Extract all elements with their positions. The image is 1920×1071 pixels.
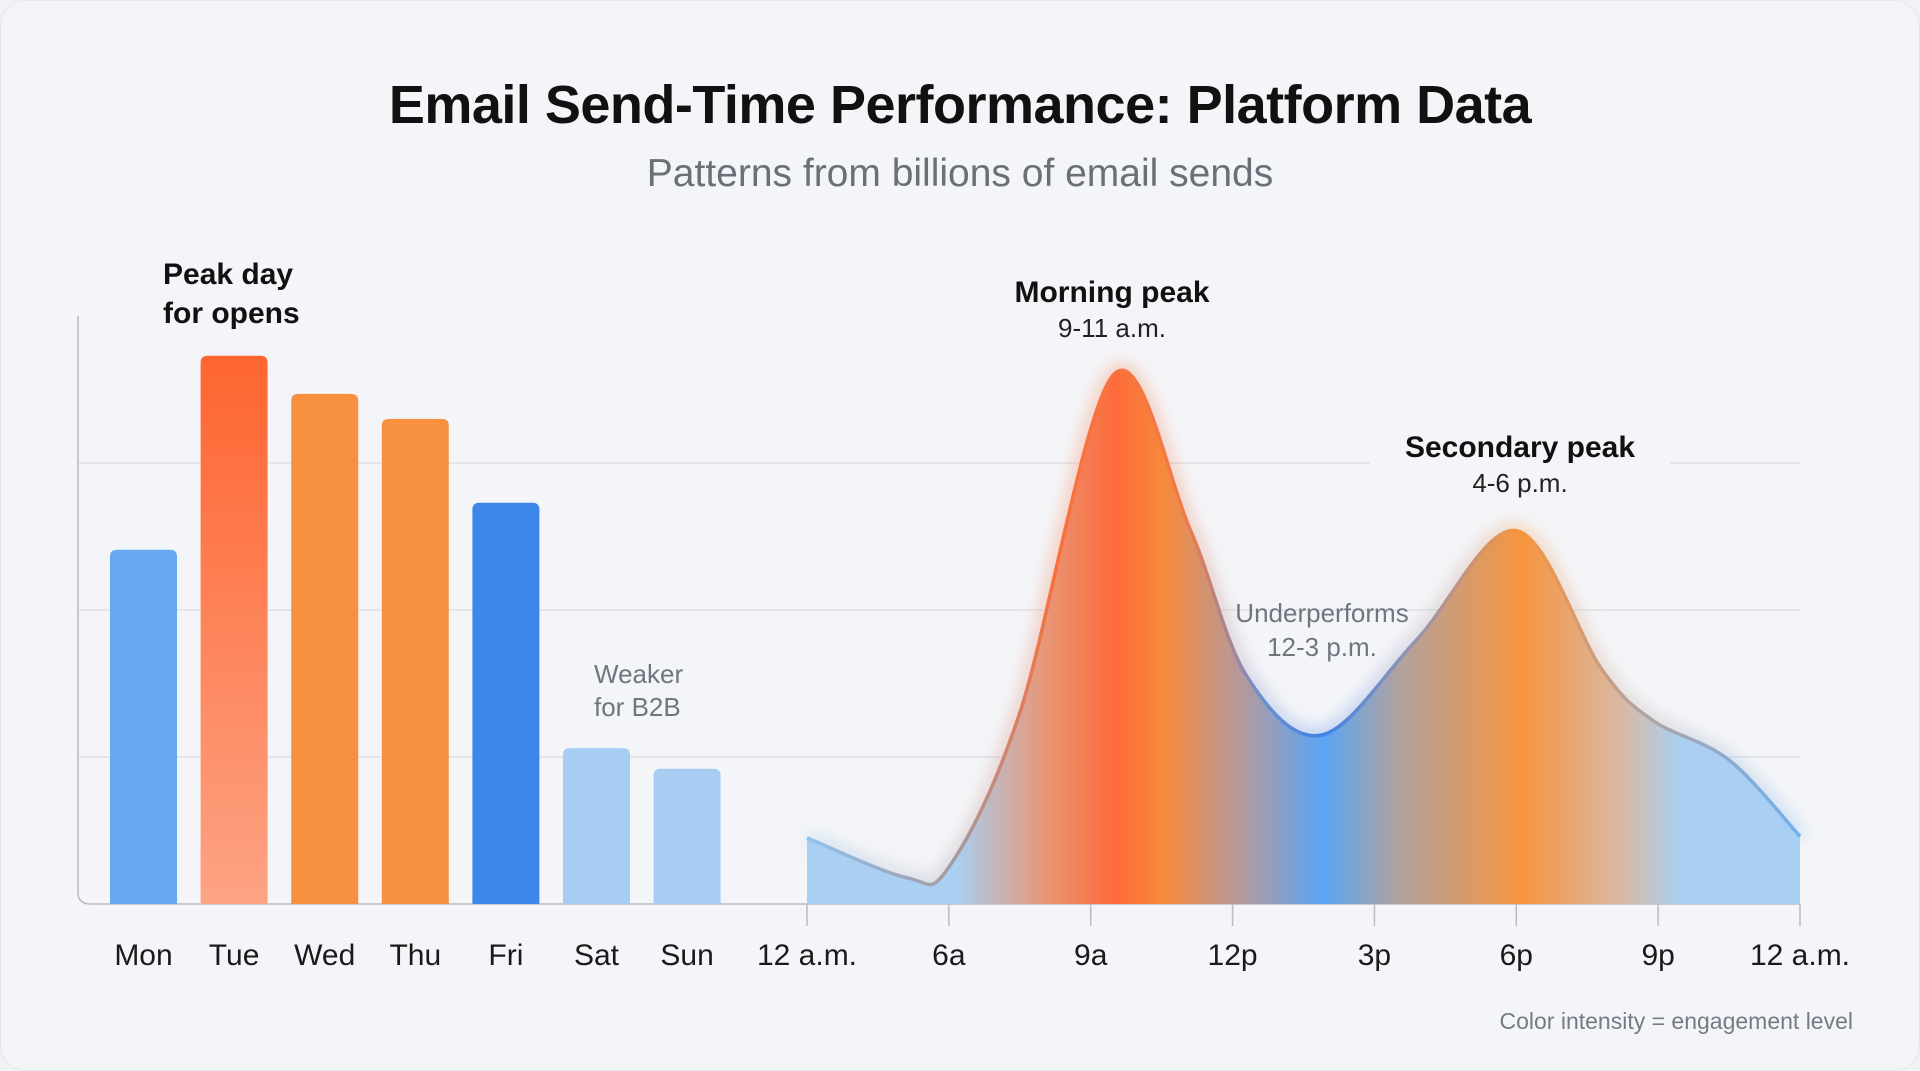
tick-label-wed: Wed [294, 939, 355, 972]
tick-label-fri: Fri [488, 939, 523, 972]
annotation-weekend: Weaker for B2B [594, 658, 683, 723]
tick-label-mon: Mon [114, 939, 172, 972]
tick-label-hour: 9p [1641, 939, 1674, 972]
tick-label-hour: 12p [1208, 939, 1258, 972]
tick-label-hour: 9a [1074, 939, 1108, 972]
engagement-line [806, 368, 1802, 887]
annotation-peak-day-line1: Peak day [163, 258, 294, 291]
tick-label-hour: 6p [1500, 939, 1533, 972]
annotation-peak-day-line2: for opens [163, 297, 300, 330]
annotation-morning-peak-title: Morning peak [1014, 276, 1210, 309]
tick-label-hour: 12 a.m. [1750, 939, 1850, 972]
annotation-morning-peak-range: 9-11 a.m. [1058, 313, 1166, 343]
tick-label-sat: Sat [574, 939, 620, 972]
tick-label-tue: Tue [209, 939, 260, 972]
annotation-secondary-peak-title: Secondary peak [1404, 431, 1636, 464]
axis-line [77, 316, 1800, 905]
annotation-peak-day: Peak day for opens [163, 255, 300, 333]
bar-sat [563, 748, 630, 904]
bar-thu [381, 418, 449, 904]
footnote: Color intensity = engagement level [1499, 1008, 1853, 1034]
tick-label-sun: Sun [660, 939, 713, 972]
bar-wed [291, 393, 359, 904]
chart-title: Email Send-Time Performance: Platform Da… [388, 75, 1532, 135]
tick-label-thu: Thu [389, 939, 441, 972]
bar-sun [653, 768, 721, 904]
annotation-morning-peak: Morning peak 9-11 a.m. [1012, 273, 1212, 346]
tick-label-hour: 3p [1358, 939, 1391, 972]
bar-mon [110, 549, 177, 904]
annotation-secondary-peak-range: 4-6 p.m. [1472, 468, 1568, 498]
bar-tue [200, 355, 268, 904]
annotation-underperforms-line2: 12-3 p.m. [1267, 631, 1377, 662]
chart-subtitle: Patterns from billions of email sends [646, 152, 1274, 195]
annotation-underperforms: Underperforms 12-3 p.m. [1222, 597, 1422, 665]
annotation-underperforms-line1: Underperforms [1235, 598, 1409, 628]
tick-label-hour: 6a [932, 939, 966, 972]
engagement-area [807, 370, 1800, 904]
annotation-weekend-line2: for B2B [594, 691, 681, 722]
annotation-weekend-line1: Weaker [594, 659, 684, 689]
bar-fri [472, 502, 540, 904]
annotation-secondary-peak: Secondary peak 4-6 p.m. [1370, 428, 1670, 501]
tick-label-hour: 12 a.m. [757, 939, 857, 972]
